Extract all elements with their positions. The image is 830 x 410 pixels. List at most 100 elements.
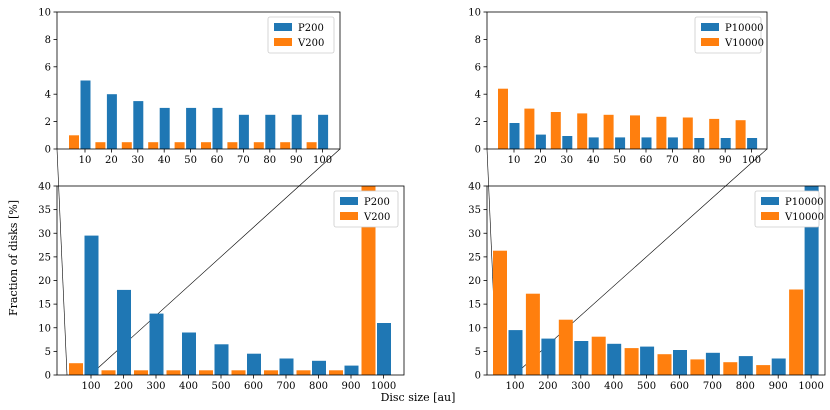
x-tick-label: 1000	[371, 381, 396, 392]
bar-p10000-50	[615, 137, 626, 149]
y-tick-label: 15	[468, 300, 481, 311]
bar-v10000-400	[591, 336, 606, 375]
inset-left-panel: 0 2 4 6 8 10 10 20 30 40 50 60 70 80 90 100 P200 V200	[38, 8, 341, 166]
bar-p200-700	[279, 358, 294, 375]
bar-p10000-40	[588, 137, 599, 149]
legend-swatch-p10000	[761, 197, 779, 205]
bar-v200-50	[174, 142, 185, 149]
bar-v10000-50	[603, 114, 614, 150]
y-tick-label: 5	[45, 347, 51, 358]
bar-v10000-900	[756, 365, 771, 375]
bar-p10000-300	[574, 341, 589, 375]
x-tick-label: 300	[146, 381, 165, 392]
zoom-line-left	[56, 148, 68, 376]
y-tick-label: 25	[468, 252, 481, 263]
bar-p10000-80	[694, 138, 705, 149]
legend-label-p200: P200	[364, 197, 390, 208]
bar-v10000-200	[525, 293, 540, 375]
x-tick-label: 400	[179, 381, 198, 392]
bar-p10000-900	[771, 358, 786, 375]
x-tick-label: 80	[692, 155, 705, 166]
y-tick-label: 2	[45, 117, 51, 128]
bar-p200-500	[214, 344, 229, 375]
bar-v200-200	[101, 370, 116, 375]
x-tick-label: 700	[276, 381, 295, 392]
figure-x-axis-label: Disc size [au]	[381, 391, 456, 404]
bar-v10000-70	[656, 116, 667, 149]
bar-p10000-100	[508, 330, 523, 375]
bar-p10000-90	[720, 138, 731, 149]
bar-p10000-800	[738, 356, 753, 375]
bar-p200-20	[106, 94, 117, 149]
y-tick-label: 30	[468, 229, 481, 240]
bar-p10000-400	[607, 343, 622, 375]
x-tick-label: 600	[670, 381, 689, 392]
bar-v10000-20	[524, 108, 535, 149]
legend-swatch-v10000	[761, 212, 779, 220]
legend-label-v200: V200	[297, 38, 324, 49]
x-tick-label: 90	[719, 155, 732, 166]
bar-v200-70	[227, 142, 238, 149]
legend-label-p10000: P10000	[785, 197, 824, 208]
bar-p200-200	[117, 289, 131, 375]
x-tick-label: 500	[211, 381, 230, 392]
y-tick-label: 25	[38, 252, 51, 263]
bar-v200-100	[306, 142, 317, 149]
x-tick-label: 600	[244, 381, 263, 392]
legend-label-p10000: P10000	[725, 23, 764, 34]
bar-p200-800	[312, 360, 326, 375]
x-tick-label: 1000	[798, 381, 823, 392]
bar-v200-40	[148, 142, 159, 149]
y-tick-label: 20	[468, 276, 481, 287]
x-tick-label: 700	[703, 381, 722, 392]
bar-v10000-1000	[789, 289, 804, 375]
bar-v10000-300	[558, 319, 573, 375]
x-tick-label: 20	[105, 155, 118, 166]
bar-p10000-70	[667, 137, 678, 149]
legend-swatch-v200	[274, 38, 292, 46]
bar-p10000-600	[673, 350, 687, 375]
y-tick-label: 35	[38, 205, 51, 216]
bar-v200-700	[264, 370, 278, 375]
bar-v200-800	[296, 370, 311, 375]
y-tick-label: 20	[38, 276, 51, 287]
legend-label-p200: P200	[298, 23, 324, 34]
bar-p200-900	[344, 365, 359, 375]
x-tick-label: 200	[538, 381, 557, 392]
x-tick-label: 20	[534, 155, 547, 166]
bar-p10000-30	[562, 136, 573, 149]
x-tick-label: 50	[613, 155, 626, 166]
bar-p200-100	[318, 114, 329, 150]
x-tick-label: 10	[508, 155, 521, 166]
bar-v200-80	[253, 142, 264, 149]
x-tick-label: 40	[587, 155, 600, 166]
bar-p200-50	[186, 107, 197, 149]
bar-v200-400	[166, 370, 181, 375]
legend-swatch-v200	[340, 212, 358, 220]
bar-p200-40	[159, 107, 170, 149]
bar-v10000-500	[624, 348, 639, 375]
y-tick-label: 8	[45, 35, 51, 46]
bar-v200-90	[280, 142, 291, 149]
y-tick-label: 10	[38, 8, 51, 19]
bar-v10000-80	[682, 117, 693, 149]
y-tick-label: 0	[45, 145, 51, 156]
bar-p200-1000	[377, 323, 391, 375]
x-tick-label: 900	[769, 381, 788, 392]
bar-p200-70	[238, 114, 249, 150]
y-tick-label: 15	[38, 300, 51, 311]
bar-p200-80	[265, 114, 276, 150]
bar-p10000-20	[535, 134, 546, 149]
bar-p10000-100	[747, 138, 758, 149]
y-tick-label: 4	[475, 90, 481, 101]
x-tick-label: 30	[560, 155, 573, 166]
bar-v10000-800	[723, 362, 738, 375]
x-tick-label: 100	[81, 381, 100, 392]
bar-p10000-200	[541, 338, 556, 375]
y-tick-label: 6	[45, 62, 51, 73]
bar-p200-300	[149, 313, 164, 375]
x-tick-label: 300	[571, 381, 590, 392]
bar-p10000-60	[641, 137, 652, 149]
